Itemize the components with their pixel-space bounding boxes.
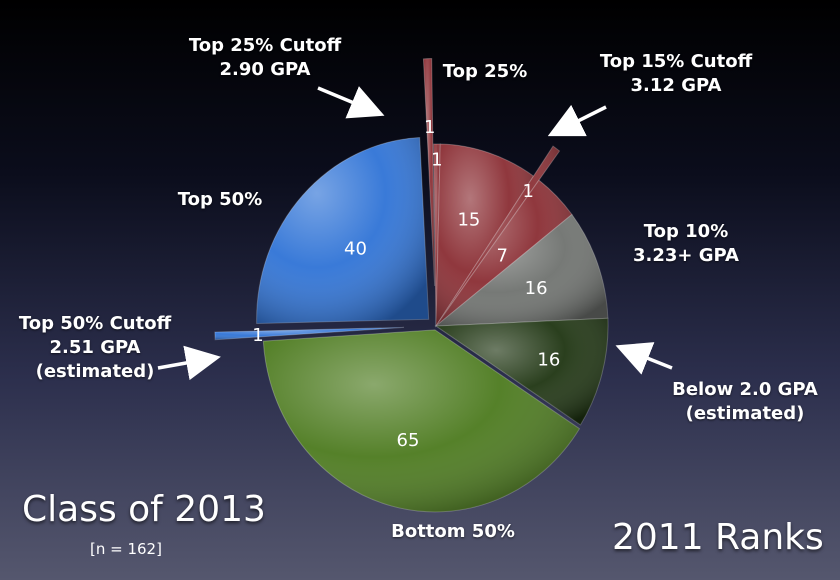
pie-slice-label: 40 xyxy=(344,238,367,259)
chart-subtitle: [n = 162] xyxy=(90,540,162,558)
pie-slice-label: 1 xyxy=(523,181,534,202)
top15-cutoff-text: Top 15% Cutoff xyxy=(599,51,753,72)
below2-text: Below 2.0 GPA xyxy=(672,379,818,400)
corner-label: 2011 Ranks xyxy=(612,517,824,558)
pie-slice-label: 16 xyxy=(537,349,560,370)
pie-slice-label: 7 xyxy=(497,246,508,267)
pie-slice-shine xyxy=(436,144,534,326)
pie-slice-label: 1 xyxy=(431,150,442,171)
top50-cutoff-estimated: (estimated) xyxy=(35,361,155,382)
pie-slice-shine xyxy=(436,180,572,326)
pie-slice-label: 1 xyxy=(424,117,435,138)
top10-gpa: 3.23+ GPA xyxy=(632,245,739,266)
pie-slice-shine xyxy=(436,146,560,326)
top15-cutoff-label: Top 15% Cutoff 3.12 GPA xyxy=(586,50,766,98)
top50-label: Top 50% xyxy=(177,189,263,210)
pie-slice-shine xyxy=(263,329,580,512)
pie-slice-shine xyxy=(436,318,609,425)
pie-slice-label: 16 xyxy=(525,278,548,299)
top25-cutoff-gpa: 2.90 GPA xyxy=(219,59,311,80)
bottom50-label: Bottom 50% xyxy=(391,521,515,542)
top50-cutoff-label: Top 50% Cutoff 2.51 GPA (estimated) xyxy=(10,312,180,384)
pie-slice-shine xyxy=(214,327,405,340)
pie-slice-shine xyxy=(423,58,435,287)
top15-cutoff-arrow xyxy=(547,104,607,137)
pie-slice-label: 15 xyxy=(457,210,480,231)
top50-cutoff-gpa: 2.51 GPA xyxy=(49,337,141,358)
top25-cutoff-label: Top 25% Cutoff 2.90 GPA xyxy=(170,34,360,82)
top25-cutoff-arrow xyxy=(317,86,385,119)
below2-estimated: (estimated) xyxy=(685,403,805,424)
pie-slice-label: 65 xyxy=(397,430,420,451)
top10-text: Top 10% xyxy=(643,221,729,242)
top10-label: Top 10% 3.23+ GPA xyxy=(616,220,756,268)
top25-label: Top 25% xyxy=(442,61,528,82)
chart-title: Class of 2013 xyxy=(22,489,266,530)
pie-slice-shine xyxy=(256,137,429,324)
pie-slice-shine xyxy=(436,214,608,326)
below2-arrow xyxy=(615,342,673,375)
pie-slice-label: 1 xyxy=(252,325,263,346)
top50-cutoff-arrow xyxy=(157,345,221,381)
top25-cutoff-text: Top 25% Cutoff xyxy=(188,35,342,56)
top15-cutoff-gpa: 3.12 GPA xyxy=(630,75,722,96)
pie-slice-shine xyxy=(433,144,441,326)
top50-cutoff-text: Top 50% Cutoff xyxy=(18,313,172,334)
below2-label: Below 2.0 GPA (estimated) xyxy=(660,378,830,426)
